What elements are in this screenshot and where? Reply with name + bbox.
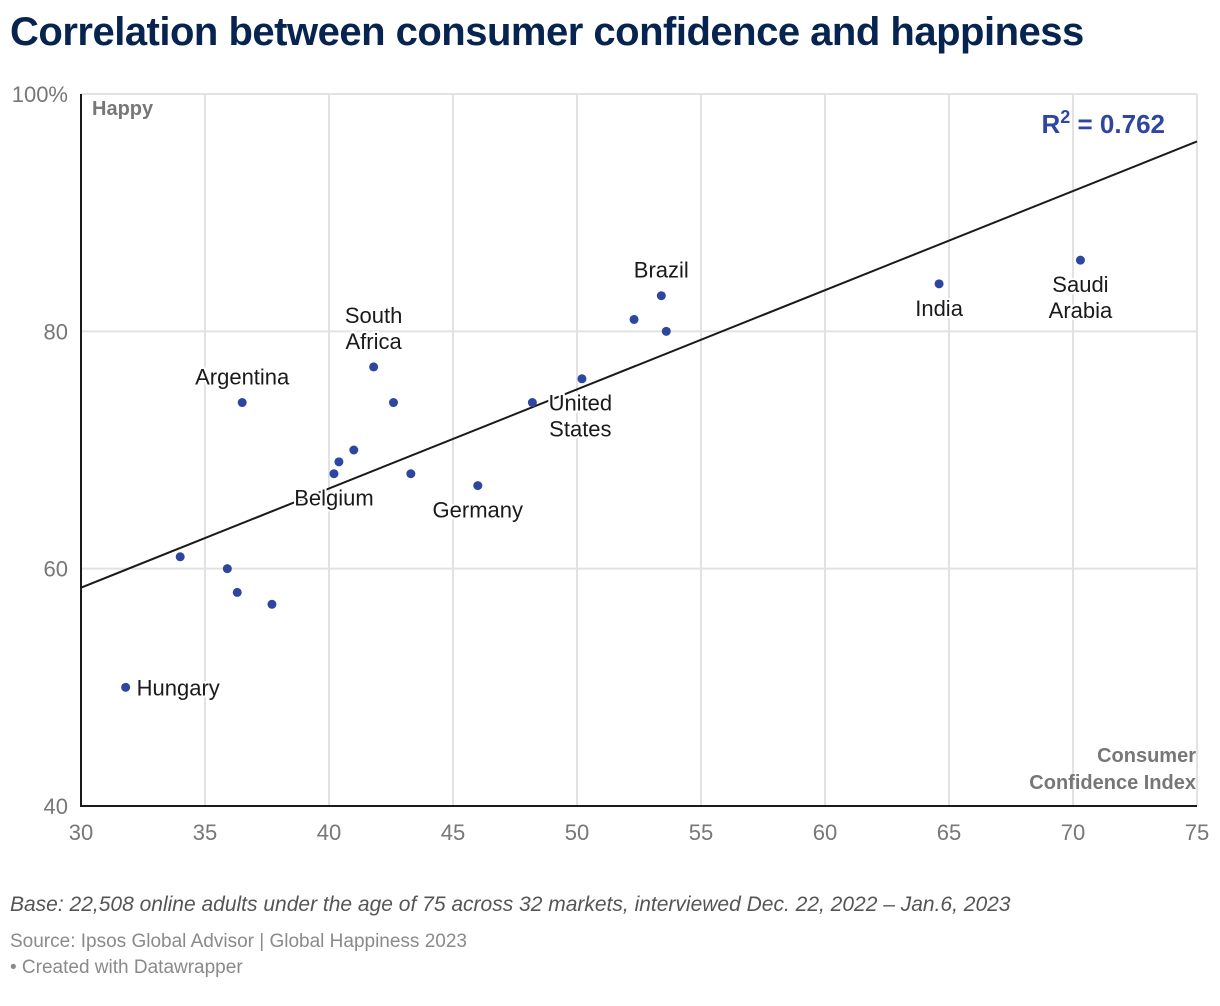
y-tick-label: 60 [44, 557, 68, 582]
data-point [121, 682, 131, 692]
data-point [527, 398, 537, 408]
source-line: Source: Ipsos Global Advisor | Global Ha… [10, 931, 467, 952]
data-point [934, 279, 944, 289]
point-label-argentina: Argentina [195, 365, 290, 390]
data-point [232, 587, 242, 597]
data-point [388, 398, 398, 408]
data-point [1075, 255, 1085, 265]
chart-title: Correlation between consumer confidence … [10, 10, 1084, 54]
x-tick-label: 55 [689, 820, 713, 845]
x-tick-label: 35 [193, 820, 217, 845]
y-tick-label: 100% [12, 82, 68, 107]
data-point [406, 469, 416, 479]
data-point [369, 362, 379, 372]
r2-value: = 0.762 [1070, 109, 1165, 139]
label-line: Africa [346, 329, 403, 354]
scatter-chart: 30 35 40 45 50 55 60 65 70 75 40 60 80 100% Hungary Ar… [12, 82, 1210, 845]
axes: 30 35 40 45 50 55 60 65 70 75 40 60 80 100% [12, 82, 1210, 845]
data-point [267, 599, 277, 609]
data-point [329, 469, 339, 479]
point-label-united-states: United States [549, 391, 613, 442]
x-tick-label: 45 [441, 820, 465, 845]
label-line: South [345, 303, 403, 328]
label-line: Arabia [1049, 298, 1113, 323]
y-tick-label: 40 [44, 794, 68, 819]
x-tick-label: 70 [1061, 820, 1085, 845]
point-label-south-africa: South Africa [345, 303, 403, 354]
point-label-hungary: Hungary [137, 675, 220, 700]
data-point [334, 457, 344, 467]
data-point [222, 564, 232, 574]
point-label-brazil: Brazil [634, 258, 689, 283]
data-points [121, 255, 1085, 692]
x-tick-label: 60 [813, 820, 837, 845]
label-line: States [549, 417, 611, 442]
label-line: Belgium [294, 486, 373, 511]
label-line: Brazil [634, 258, 689, 283]
data-point [661, 326, 671, 336]
x-tick-label: 65 [937, 820, 961, 845]
point-label-belgium: Belgium [294, 486, 373, 511]
point-labels: Hungary Argentina South Africa Belgium German… [135, 256, 1115, 703]
gridlines [81, 93, 1198, 806]
x-tick-label: 30 [69, 820, 93, 845]
data-point [656, 291, 666, 301]
point-label-saudi-arabia: Saudi Arabia [1049, 272, 1113, 323]
data-point [629, 314, 639, 324]
label-line: United [549, 391, 613, 416]
chart-notes: Base: 22,508 online adults under the age… [10, 893, 1011, 916]
credit-line: • Created with Datawrapper [10, 957, 243, 978]
y-axis-title: Happy [92, 98, 154, 120]
point-label-india: India [915, 296, 963, 321]
label-line: India [915, 296, 963, 321]
x-tick-label: 50 [565, 820, 589, 845]
y-tick-label: 80 [44, 319, 68, 344]
data-point [577, 374, 587, 384]
label-line: Saudi [1052, 272, 1108, 297]
r2-base: R [1042, 109, 1061, 139]
x-tick-label: 75 [1185, 820, 1209, 845]
label-line: Argentina [195, 365, 290, 390]
label-line: Germany [433, 498, 523, 523]
x-axis-title-line-2: Confidence Index [1029, 772, 1196, 794]
data-point [473, 481, 483, 491]
data-point [237, 398, 247, 408]
data-point [175, 552, 185, 562]
trendline [80, 140, 1198, 589]
point-label-germany: Germany [433, 498, 523, 523]
x-tick-label: 40 [317, 820, 341, 845]
r2-superscript: 2 [1060, 107, 1070, 127]
trendline-group [80, 140, 1198, 589]
data-point [349, 445, 359, 455]
x-axis-title-line-1: Consumer [1097, 745, 1196, 767]
r-squared-annotation: R2 = 0.762 [1042, 107, 1166, 139]
